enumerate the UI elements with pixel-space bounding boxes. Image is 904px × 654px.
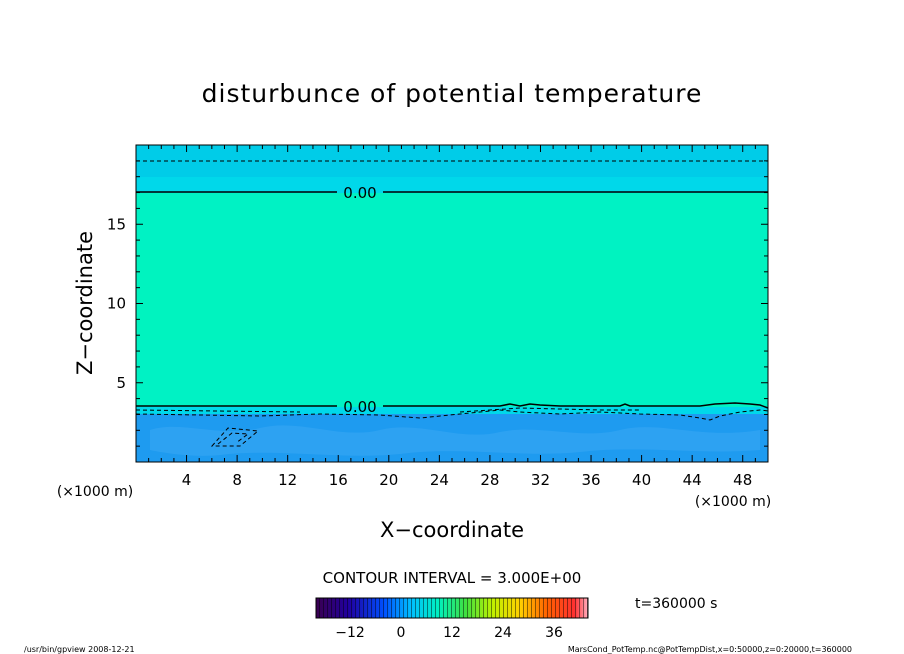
x-tick-label: 8	[232, 471, 242, 489]
y-axis: 5 10 15	[107, 160, 768, 447]
colorbar-tick-label: 12	[443, 625, 461, 641]
contour-zero-lower	[136, 402, 769, 409]
x-axis: 4 8 12 16 20 24 28 32 36 40 44 48	[148, 145, 756, 489]
colorbar-ticks: −12 0 12 24 36	[335, 625, 563, 641]
x-tick-label: 28	[480, 471, 499, 489]
x-unit-left: (×1000 m)	[57, 484, 133, 500]
contour-dashed-lower	[135, 409, 769, 421]
contour-interval-text: CONTOUR INTERVAL = 3.000E+00	[323, 569, 582, 587]
x-tick-label: 44	[683, 471, 702, 489]
x-tick-label: 20	[379, 471, 398, 489]
colorbar-tick-label: 36	[545, 625, 563, 641]
x-tick-label: 12	[278, 471, 297, 489]
layer-lower-patches	[150, 425, 760, 456]
y-tick-label: 15	[107, 215, 126, 233]
contour-dashed-lower-2	[135, 407, 640, 413]
colorbar-stripes	[316, 598, 588, 618]
chart-title: disturbunce of potential temperature	[202, 79, 703, 108]
footer-left: /usr/bin/gpview 2008-12-21	[24, 645, 135, 654]
colorbar-tick-label: 0	[397, 625, 406, 641]
x-tick-label: 48	[733, 471, 752, 489]
x-tick-label: 4	[182, 471, 192, 489]
x-tick-label: 36	[581, 471, 600, 489]
contour-label-upper: 0.00	[343, 184, 376, 202]
contour-dashed-blob	[210, 427, 260, 447]
layer-transition	[136, 406, 768, 414]
colorbar-frame	[315, 597, 589, 619]
x-tick-label: 32	[531, 471, 550, 489]
colorbar-tick-label: −12	[335, 625, 365, 641]
x-tick-label: 16	[329, 471, 348, 489]
x-tick-label: 24	[430, 471, 449, 489]
layer-middle-core	[136, 250, 768, 340]
time-label: t=360000 s	[635, 596, 717, 612]
x-tick-label: 40	[632, 471, 651, 489]
y-tick-label: 5	[116, 374, 126, 392]
footer-right: MarsCond_PotTemp.nc@PotTempDist,x=0:5000…	[568, 645, 852, 654]
y-tick-label: 10	[107, 295, 126, 313]
contour-label-lower: 0.00	[343, 398, 376, 416]
x-axis-label: X−coordinate	[380, 518, 524, 542]
colorbar: −12 0 12 24 36	[315, 597, 589, 641]
x-unit-right: (×1000 m)	[695, 494, 771, 510]
y-axis-label: Z−coordinate	[73, 231, 97, 375]
plot-area: 0.00 0.00	[135, 144, 769, 463]
colorbar-tick-label: 24	[494, 625, 512, 641]
